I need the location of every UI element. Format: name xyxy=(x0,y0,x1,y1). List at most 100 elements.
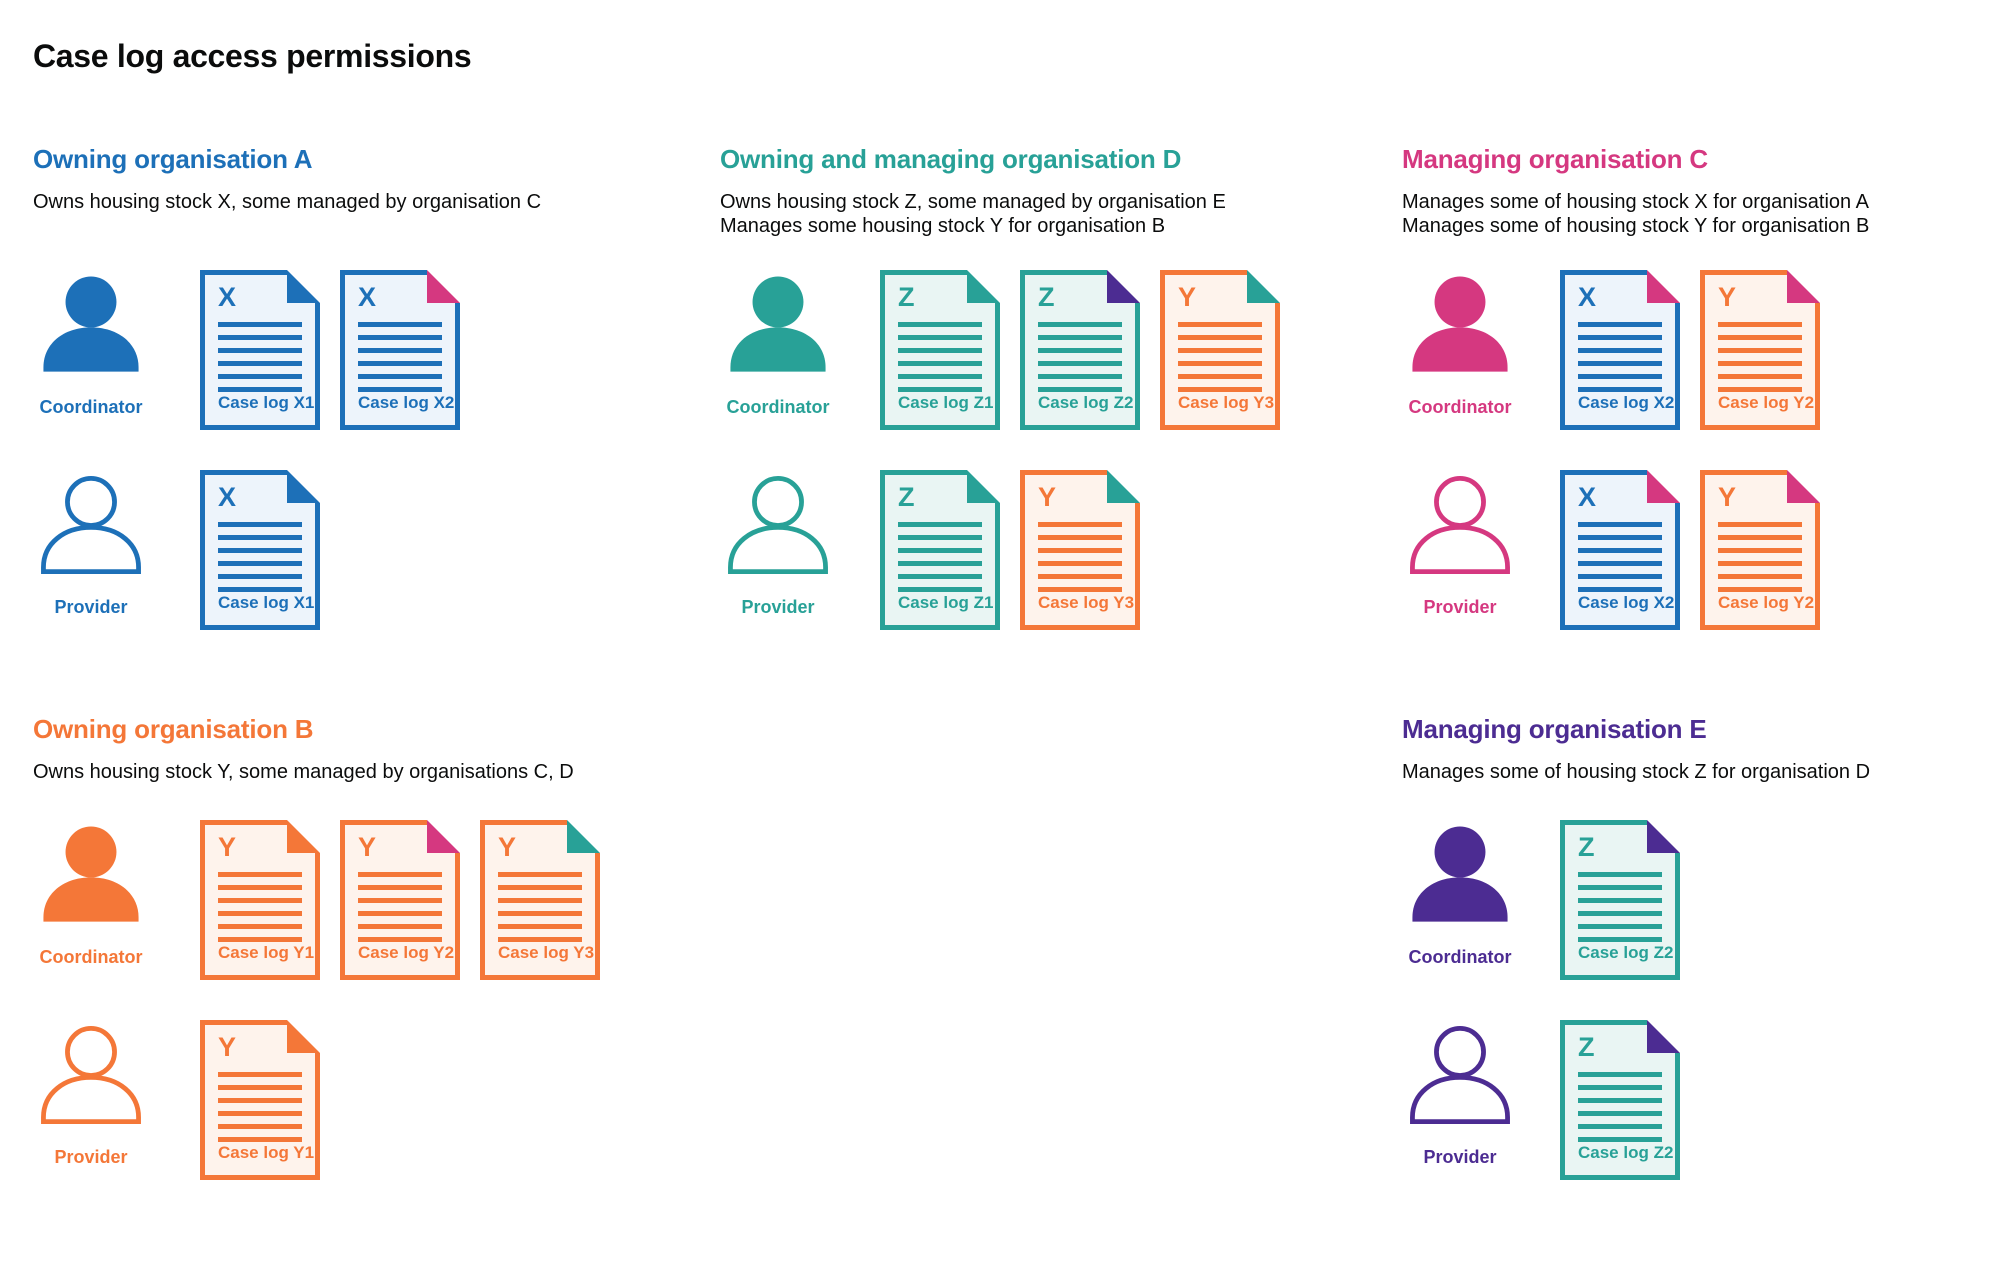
folded-corner-icon xyxy=(1107,470,1140,503)
document-text-line xyxy=(358,872,442,877)
document-text-line xyxy=(358,911,442,916)
document-text-line xyxy=(1038,387,1122,392)
document-text-lines xyxy=(1578,872,1662,950)
document-text-line xyxy=(1718,574,1802,579)
section-title-owning-organisation-a: Owning organisation A xyxy=(33,144,313,174)
provider-person-icon xyxy=(1410,476,1510,574)
document-text-line xyxy=(498,872,582,877)
folded-corner-icon xyxy=(1647,1020,1680,1053)
document-text-lines xyxy=(1578,1072,1662,1150)
document-text-line xyxy=(498,898,582,903)
document-label: Case log Y2 xyxy=(1718,593,1815,612)
document-text-lines xyxy=(1178,322,1262,400)
document-text-line xyxy=(1718,335,1802,340)
document-text-line xyxy=(358,348,442,353)
case-log-document: X Case log X1 xyxy=(200,470,320,630)
coordinator-block: Coordinator xyxy=(39,276,143,418)
document-text-line xyxy=(218,885,302,890)
provider-person-icon xyxy=(1410,1026,1510,1124)
provider-block: Provider xyxy=(39,476,143,618)
folded-corner-icon xyxy=(287,470,320,503)
document-text-line xyxy=(218,561,302,566)
document-text-line xyxy=(898,587,982,592)
document-text-line xyxy=(1038,361,1122,366)
document-text-lines xyxy=(358,322,442,400)
document-text-line xyxy=(218,387,302,392)
page-title: Case log access permissions xyxy=(33,38,472,74)
document-text-line xyxy=(1038,587,1122,592)
document-label: Case log X2 xyxy=(358,393,455,412)
section-title-managing-organisation-e: Managing organisation E xyxy=(1402,714,1707,744)
document-text-line xyxy=(358,885,442,890)
document-text-line xyxy=(1718,322,1802,327)
document-letter: X xyxy=(218,482,237,512)
document-text-line xyxy=(218,348,302,353)
provider-person-icon xyxy=(728,476,828,574)
document-text-line xyxy=(1578,548,1662,553)
folded-corner-triangle xyxy=(567,820,600,853)
folded-corner-icon xyxy=(1647,270,1680,303)
case-log-document: X Case log X2 xyxy=(1560,270,1680,430)
document-text-line xyxy=(898,361,982,366)
folded-corner-triangle xyxy=(1647,820,1680,853)
document-text-line xyxy=(898,348,982,353)
document-letter: X xyxy=(218,282,237,312)
role-label: Coordinator xyxy=(1408,947,1512,967)
document-text-line xyxy=(1578,924,1662,929)
document-label: Case log Y3 xyxy=(498,943,595,962)
folded-corner-icon xyxy=(287,1020,320,1053)
coordinator-block: Coordinator xyxy=(726,276,830,418)
document-text-line xyxy=(1038,561,1122,566)
folded-corner-triangle xyxy=(287,1020,320,1053)
document-label: Case log Z1 xyxy=(898,393,994,412)
case-log-document: X Case log X1 xyxy=(200,270,320,430)
case-log-document: Y Case log Y1 xyxy=(200,1020,320,1180)
case-log-document: Y Case log Y3 xyxy=(1160,270,1280,430)
provider-block: Provider xyxy=(1408,1026,1512,1168)
folded-corner-triangle xyxy=(287,270,320,303)
document-text-line xyxy=(1578,911,1662,916)
document-text-line xyxy=(1578,1085,1662,1090)
document-letter: Y xyxy=(218,1032,237,1062)
folded-corner-triangle xyxy=(1647,470,1680,503)
coordinator-block: Coordinator xyxy=(1408,826,1512,968)
folded-corner-icon xyxy=(1247,270,1280,303)
document-text-line xyxy=(1038,522,1122,527)
document-label: Case log Z2 xyxy=(1038,393,1134,412)
folded-corner-icon xyxy=(1647,820,1680,853)
coordinator-block: Coordinator xyxy=(39,826,143,968)
document-text-line xyxy=(358,322,442,327)
document-letter: Y xyxy=(1178,282,1197,312)
document-text-line xyxy=(1578,574,1662,579)
document-letter: X xyxy=(1578,282,1597,312)
document-text-line xyxy=(1578,1111,1662,1116)
document-text-line xyxy=(1578,387,1662,392)
section-description-line: Owns housing stock Z, some managed by or… xyxy=(720,191,1226,213)
document-text-lines xyxy=(1718,322,1802,400)
document-text-line xyxy=(1578,1098,1662,1103)
document-text-line xyxy=(1038,322,1122,327)
document-text-line xyxy=(218,898,302,903)
document-text-line xyxy=(1578,1072,1662,1077)
document-letter: Z xyxy=(1038,282,1055,312)
document-letter: X xyxy=(1578,482,1597,512)
document-text-line xyxy=(1178,322,1262,327)
folded-corner-icon xyxy=(1787,470,1820,503)
case-log-document: Z Case log Z2 xyxy=(1020,270,1140,430)
document-text-line xyxy=(498,885,582,890)
document-text-line xyxy=(1578,535,1662,540)
document-text-lines xyxy=(358,872,442,950)
document-text-line xyxy=(1718,387,1802,392)
document-text-line xyxy=(218,911,302,916)
provider-block: Provider xyxy=(39,1026,143,1168)
document-text-lines xyxy=(218,1072,302,1150)
document-text-line xyxy=(1718,374,1802,379)
document-text-line xyxy=(218,587,302,592)
document-text-line xyxy=(1578,1124,1662,1129)
document-text-line xyxy=(1578,361,1662,366)
document-text-line xyxy=(498,937,582,942)
folded-corner-icon xyxy=(1107,270,1140,303)
document-letter: Z xyxy=(898,482,915,512)
document-label: Case log Y2 xyxy=(1718,393,1815,412)
document-text-line xyxy=(218,361,302,366)
